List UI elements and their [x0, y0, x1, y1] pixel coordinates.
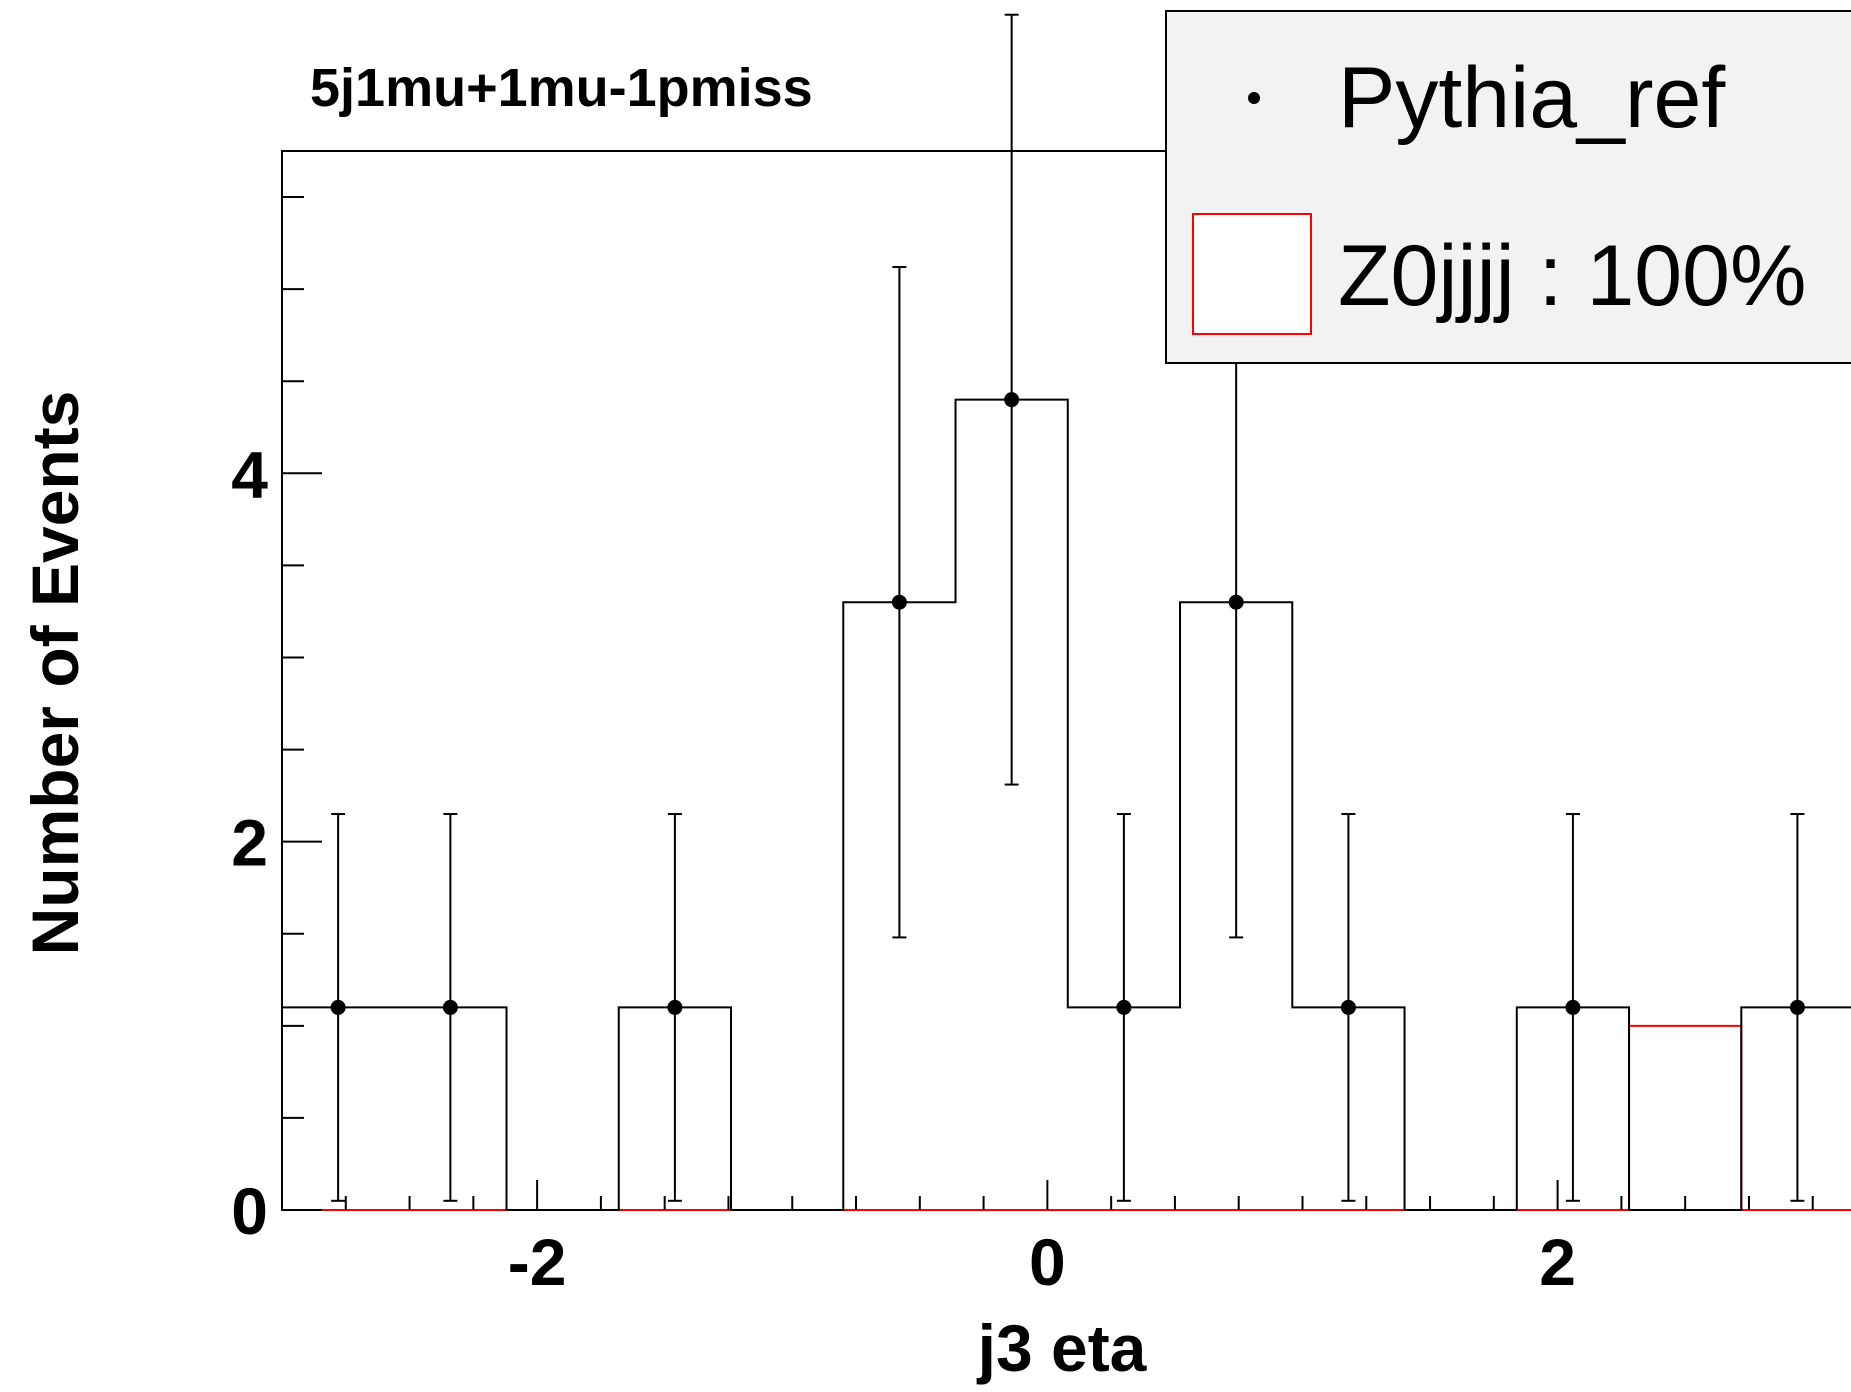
y-tick-label: 0 — [231, 1174, 268, 1248]
data-point — [1565, 999, 1581, 1015]
legend-marker-pythia-ref — [1248, 92, 1260, 104]
legend-label-z0jjjj: Z0jjjj : 100% — [1338, 228, 1806, 324]
data-point — [1340, 999, 1356, 1015]
chart-title: 5j1mu+1mu-1pmiss — [310, 58, 813, 118]
y-tick-label: 4 — [231, 437, 268, 511]
legend: Pythia_ref Z0jjjj : 100% — [1165, 10, 1851, 364]
legend-marker-z0jjjj — [1192, 213, 1312, 335]
y-axis-label: Number of Events — [18, 391, 92, 956]
data-point — [667, 999, 683, 1015]
data-point — [1116, 999, 1132, 1015]
x-tick-label: 0 — [1029, 1225, 1066, 1299]
legend-label-pythia-ref: Pythia_ref — [1338, 50, 1726, 146]
data-point — [442, 999, 458, 1015]
data-point — [330, 999, 346, 1015]
axes: -2 0 2 0 2 4 — [231, 196, 1814, 1299]
pythia-ref-step-line — [281, 398, 1851, 1211]
data-point — [1789, 999, 1805, 1015]
data-point — [1004, 392, 1020, 408]
y-tick-label: 2 — [231, 806, 268, 880]
data-point — [1228, 594, 1244, 610]
z0jjjj-step-line — [282, 1024, 1851, 1211]
z0jjjj-series — [282, 1024, 1851, 1211]
data-point — [891, 594, 907, 610]
x-tick-label: 2 — [1539, 1225, 1576, 1299]
x-axis-label: j3 eta — [976, 1311, 1148, 1385]
x-tick-label: -2 — [508, 1225, 567, 1299]
pythia-ref-series — [281, 13, 1851, 1211]
